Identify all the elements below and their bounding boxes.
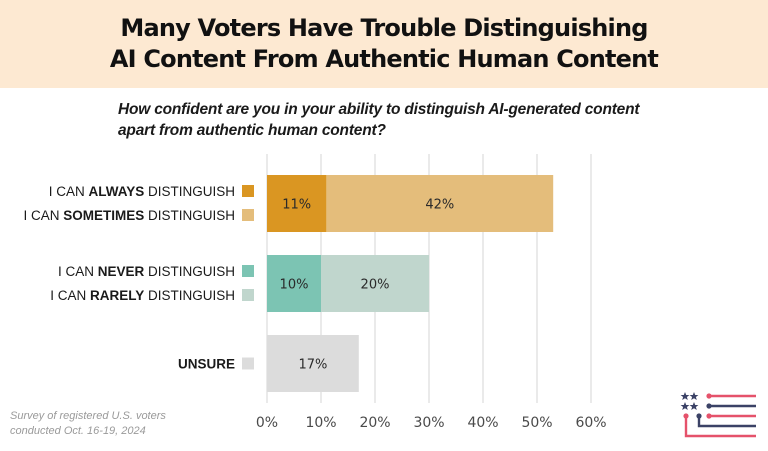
- bar-value-label: 20%: [361, 278, 390, 293]
- bar-group: 17%: [267, 335, 359, 392]
- x-tick-label: 50%: [521, 415, 552, 431]
- bar-segment: [267, 335, 359, 392]
- bar-segment: [267, 255, 321, 312]
- legend-swatch: [242, 357, 254, 370]
- bar-value-label: 42%: [425, 198, 454, 213]
- stripe-dot-3: [706, 413, 712, 419]
- stripe-dot-4: [696, 413, 702, 419]
- stripe-4: [697, 416, 756, 428]
- subtitle-line-2: apart from authentic human content?: [118, 122, 386, 139]
- legend-swatch: [242, 209, 254, 221]
- legend-swatch: [242, 265, 254, 277]
- footnote-line-1: Survey of registered U.S. voters: [10, 410, 166, 422]
- chart-title-line-2: AI Content From Authentic Human Content: [109, 45, 659, 73]
- legend: I CAN ALWAYS DISTINGUISH I CAN SOMETIMES …: [23, 184, 254, 372]
- footnote-line-2: conducted Oct. 16-19, 2024: [10, 425, 146, 437]
- legend-swatch: [242, 289, 254, 301]
- bar-value-label: 17%: [298, 358, 327, 373]
- subtitle-line-1: How confident are you in your ability to…: [118, 101, 640, 118]
- star-icon: [689, 402, 699, 410]
- star-icons: [680, 392, 699, 410]
- bar-value-label: 10%: [280, 278, 309, 293]
- x-tick-label: 10%: [305, 415, 336, 431]
- stripe-dot-5: [683, 413, 689, 419]
- x-tick-label: 0%: [256, 415, 278, 431]
- legend-label: I CAN NEVER DISTINGUISH: [58, 264, 235, 279]
- legend-label: I CAN RARELY DISTINGUISH: [50, 288, 235, 303]
- stripe-5: [684, 416, 756, 438]
- legend-label: I CAN ALWAYS DISTINGUISH: [49, 184, 235, 199]
- x-tick-label: 30%: [413, 415, 444, 431]
- chart-subtitle: How confident are you in your ability to…: [118, 99, 738, 141]
- legend-label: I CAN SOMETIMES DISTINGUISH: [23, 208, 235, 223]
- bar-segment: [326, 175, 554, 232]
- bar-value-label: 11%: [282, 198, 311, 213]
- x-axis-ticks: 0% 10% 20% 30% 40% 50% 60%: [256, 415, 607, 431]
- star-icon: [680, 402, 690, 410]
- stripe-dot-2: [706, 403, 712, 409]
- star-icon: [680, 392, 690, 400]
- x-tick-label: 20%: [359, 415, 390, 431]
- bars: 11% 42% 10% 20% 17%: [267, 175, 554, 392]
- bar-group: 10% 20%: [267, 255, 429, 312]
- legend-label: UNSURE: [178, 357, 235, 372]
- bar-group: 11% 42%: [267, 175, 554, 232]
- x-tick-label: 40%: [467, 415, 498, 431]
- source-footnote: Survey of registered U.S. voters conduct…: [10, 409, 166, 439]
- bar-segment: [267, 175, 327, 232]
- star-icon: [689, 392, 699, 400]
- chart-title-line-1: Many Voters Have Trouble Distinguishing: [120, 14, 648, 42]
- bar-segment: [321, 255, 429, 312]
- flag-stars-stripes-logo: [680, 392, 756, 438]
- legend-swatch: [242, 185, 254, 197]
- x-tick-label: 60%: [575, 415, 606, 431]
- title-banner: Many Voters Have Trouble Distinguishing …: [0, 0, 768, 88]
- stripe-dot-1: [706, 393, 712, 399]
